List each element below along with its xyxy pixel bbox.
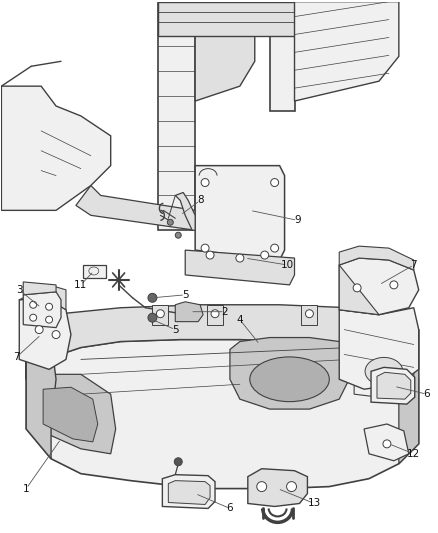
Circle shape xyxy=(383,440,391,448)
Circle shape xyxy=(236,254,244,262)
Polygon shape xyxy=(23,292,61,328)
Polygon shape xyxy=(26,305,419,379)
Polygon shape xyxy=(19,285,66,310)
Polygon shape xyxy=(339,258,419,314)
Circle shape xyxy=(286,482,297,491)
Circle shape xyxy=(175,232,181,238)
Circle shape xyxy=(30,314,37,321)
Polygon shape xyxy=(354,348,414,397)
Polygon shape xyxy=(371,367,415,404)
Circle shape xyxy=(148,293,157,302)
Text: 11: 11 xyxy=(74,280,88,290)
Text: 2: 2 xyxy=(222,306,228,317)
Polygon shape xyxy=(230,337,349,409)
Text: 6: 6 xyxy=(424,389,430,399)
Circle shape xyxy=(305,310,314,318)
Polygon shape xyxy=(339,246,414,270)
Text: 10: 10 xyxy=(281,260,294,270)
Polygon shape xyxy=(162,475,215,508)
Text: 13: 13 xyxy=(308,498,321,508)
Circle shape xyxy=(35,326,43,334)
Polygon shape xyxy=(207,305,223,325)
Polygon shape xyxy=(248,469,307,506)
Text: 7: 7 xyxy=(13,352,20,362)
Circle shape xyxy=(148,313,157,322)
Circle shape xyxy=(167,219,173,225)
Circle shape xyxy=(353,284,361,292)
Polygon shape xyxy=(175,192,195,230)
Ellipse shape xyxy=(250,357,329,402)
Circle shape xyxy=(261,251,268,259)
Text: 8: 8 xyxy=(197,196,203,205)
Polygon shape xyxy=(43,387,98,442)
Circle shape xyxy=(271,179,279,187)
Text: 6: 6 xyxy=(226,504,233,513)
Polygon shape xyxy=(339,265,379,314)
Circle shape xyxy=(30,301,37,308)
Polygon shape xyxy=(185,250,294,285)
Circle shape xyxy=(46,316,53,323)
Circle shape xyxy=(46,303,53,310)
Polygon shape xyxy=(168,481,210,504)
Polygon shape xyxy=(36,374,116,454)
Polygon shape xyxy=(83,265,106,278)
Text: 1: 1 xyxy=(23,483,29,494)
Circle shape xyxy=(174,458,182,466)
Polygon shape xyxy=(19,298,71,369)
Polygon shape xyxy=(159,2,195,230)
Polygon shape xyxy=(377,373,411,399)
Polygon shape xyxy=(364,424,409,461)
Circle shape xyxy=(156,310,164,318)
Polygon shape xyxy=(1,86,111,211)
Circle shape xyxy=(206,251,214,259)
Text: 9: 9 xyxy=(294,215,301,225)
Circle shape xyxy=(201,244,209,252)
Text: 4: 4 xyxy=(237,314,243,325)
Polygon shape xyxy=(270,2,294,111)
Polygon shape xyxy=(195,166,285,260)
Text: 5: 5 xyxy=(172,325,179,335)
Polygon shape xyxy=(294,2,399,101)
Ellipse shape xyxy=(365,358,403,385)
Text: 7: 7 xyxy=(410,260,417,270)
Polygon shape xyxy=(23,282,56,295)
Polygon shape xyxy=(152,305,168,325)
Polygon shape xyxy=(26,329,419,489)
Text: 5: 5 xyxy=(182,290,188,300)
Circle shape xyxy=(52,330,60,338)
Text: 12: 12 xyxy=(407,449,420,459)
Polygon shape xyxy=(26,329,56,459)
Circle shape xyxy=(201,179,209,187)
Polygon shape xyxy=(175,302,203,321)
Polygon shape xyxy=(76,185,230,235)
Text: 3: 3 xyxy=(16,285,23,295)
Polygon shape xyxy=(301,305,318,325)
Circle shape xyxy=(390,281,398,289)
Polygon shape xyxy=(399,329,419,464)
Polygon shape xyxy=(339,308,419,389)
Circle shape xyxy=(257,482,267,491)
Polygon shape xyxy=(159,2,294,36)
Polygon shape xyxy=(195,2,255,101)
Circle shape xyxy=(211,310,219,318)
Circle shape xyxy=(271,244,279,252)
